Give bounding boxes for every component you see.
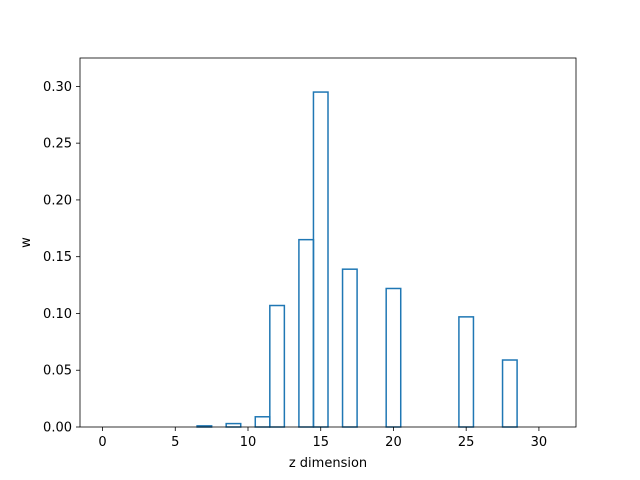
x-tick-label: 25 — [458, 435, 475, 450]
x-tick-label: 5 — [171, 435, 179, 450]
x-tick-label: 0 — [98, 435, 106, 450]
axes-frame — [79, 57, 577, 428]
y-tick-label: 0.25 — [43, 137, 72, 152]
x-axis-label: z dimension — [289, 456, 367, 471]
x-axis: 0 5 10 15 20 25 30 — [98, 427, 547, 450]
y-tick-label: 0.30 — [43, 80, 72, 95]
x-tick-label: 15 — [312, 435, 329, 450]
y-axis-label: w — [19, 237, 34, 248]
y-tick-label: 0.05 — [43, 364, 72, 379]
y-axis: 0.00 0.05 0.10 0.15 0.20 0.25 0.30 — [43, 80, 80, 436]
x-tick-label: 10 — [240, 435, 257, 450]
y-tick-label: 0.20 — [43, 193, 72, 208]
x-tick-label: 30 — [531, 435, 548, 450]
x-tick-label: 20 — [385, 435, 402, 450]
y-tick-label: 0.00 — [43, 421, 72, 436]
y-tick-label: 0.10 — [43, 307, 72, 322]
y-tick-label: 0.15 — [43, 250, 72, 265]
